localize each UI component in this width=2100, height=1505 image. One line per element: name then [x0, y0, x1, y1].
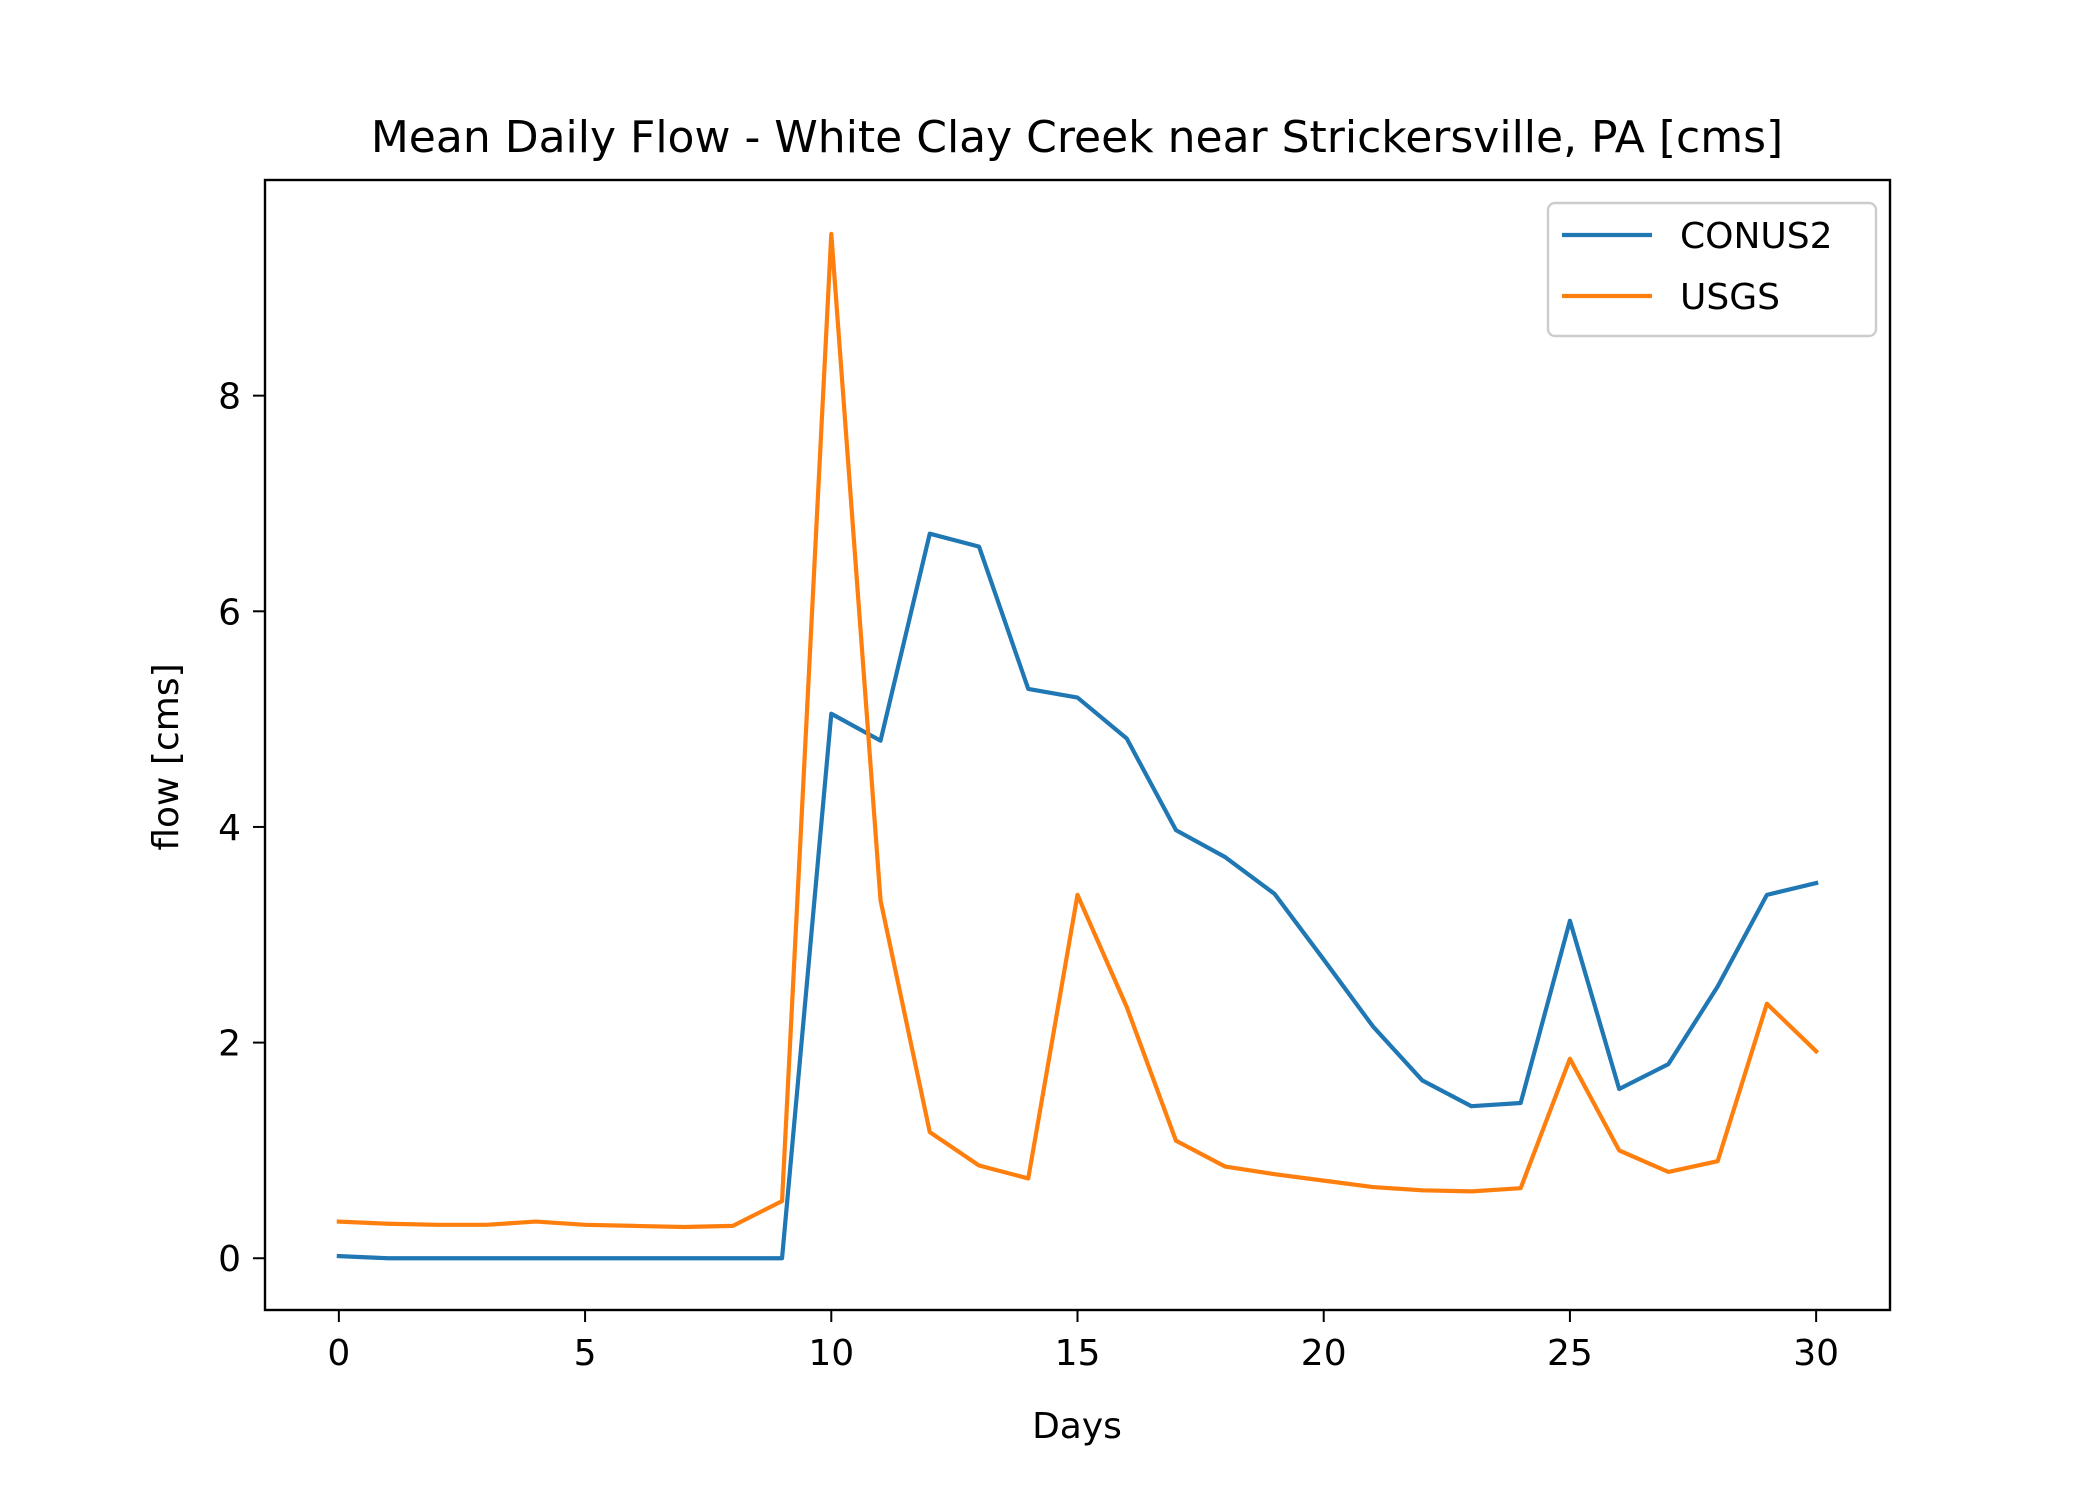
- plot-frame: [263, 178, 1892, 1312]
- legend: CONUS2 USGS: [1546, 201, 1878, 338]
- x-tick-label: 15: [1055, 1333, 1101, 1374]
- axes-layer: 0 5 10 15 20 25 30 0 2 4 6 8: [218, 178, 1892, 1374]
- series-layer: [336, 231, 1820, 1261]
- series-line-conus2: [336, 531, 1819, 1261]
- x-tick-label: 5: [574, 1333, 597, 1374]
- y-tick-label: 2: [218, 1024, 241, 1065]
- y-axis-label: flow [cms]: [146, 663, 187, 850]
- x-axis-label: Days: [1032, 1406, 1122, 1447]
- y-tick-label: 8: [218, 377, 241, 418]
- x-tick-label: 20: [1301, 1333, 1347, 1374]
- legend-label-conus2: CONUS2: [1680, 216, 1833, 257]
- x-tick-label: 0: [327, 1333, 350, 1374]
- legend-label-usgs: USGS: [1680, 277, 1780, 318]
- chart-title: Mean Daily Flow - White Clay Creek near …: [371, 112, 1783, 163]
- x-tick-label: 30: [1793, 1333, 1839, 1374]
- y-tick-label: 4: [218, 808, 241, 849]
- y-tick-label: 0: [218, 1239, 241, 1280]
- series-line-usgs: [336, 231, 1820, 1230]
- x-tick-label: 10: [808, 1333, 854, 1374]
- x-tick-label: 25: [1547, 1333, 1593, 1374]
- y-tick-label: 6: [218, 592, 241, 633]
